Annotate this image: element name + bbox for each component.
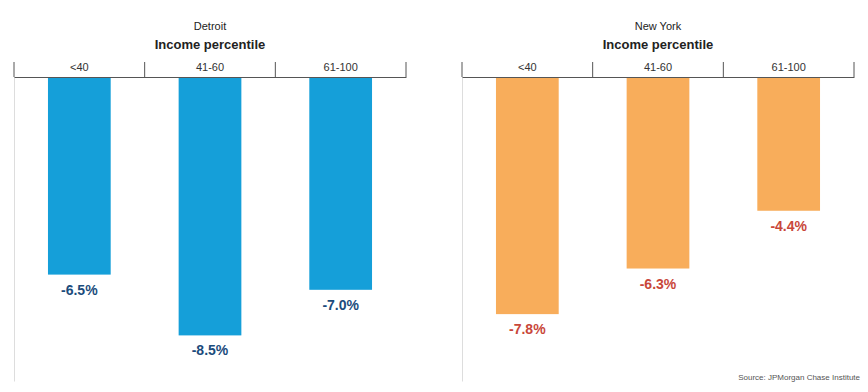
separator [14, 62, 15, 77]
bar [627, 77, 690, 269]
header-separators [14, 62, 406, 77]
x-axis: <40 41-60 61-100 [15, 61, 407, 78]
bars [48, 77, 372, 335]
tick-label: <40 [70, 61, 89, 73]
bar [179, 77, 242, 335]
axis-line [462, 78, 463, 382]
bar [48, 77, 111, 275]
x-tick: 41-60 [196, 61, 224, 77]
header-separators [462, 62, 854, 77]
tick-label: 41-60 [196, 61, 224, 73]
data-label: -4.4% [770, 218, 807, 234]
data-label: -8.5% [192, 342, 229, 358]
tick-label: 61-100 [772, 61, 806, 73]
chart-panel: Detroit Income percentile <40 41-60 61-100 -6… [14, 20, 407, 382]
x-tick: 61-100 [324, 61, 358, 77]
bars [496, 77, 820, 314]
separator [144, 62, 145, 77]
data-labels: -7.8% -6.3% -4.4% [509, 218, 807, 337]
bar [496, 77, 559, 314]
bar [757, 77, 820, 211]
data-labels: -6.5% -8.5% -7.0% [61, 282, 359, 359]
axis-title: Income percentile [603, 37, 714, 52]
separator [592, 62, 593, 77]
tick-label: <40 [518, 61, 537, 73]
x-tick: <40 [70, 61, 89, 77]
source-note: Source: JPMorgan Chase Institute [738, 373, 860, 382]
axis-line [14, 78, 15, 382]
bar [309, 77, 372, 290]
separator [723, 62, 724, 77]
separator [275, 62, 276, 77]
axis-line [463, 77, 855, 78]
data-label: -7.0% [322, 297, 359, 313]
data-label: -7.8% [509, 321, 546, 337]
x-tick: <40 [518, 61, 537, 77]
x-axis: <40 41-60 61-100 [463, 61, 855, 78]
x-tick: 61-100 [772, 61, 806, 77]
y-axis [14, 78, 16, 382]
y-axis [462, 78, 464, 382]
data-label: -6.5% [61, 282, 98, 298]
chart-title: Detroit [194, 20, 226, 32]
chart-canvas: Detroit Income percentile <40 41-60 61-100 -6… [0, 0, 868, 392]
tick-label: 41-60 [644, 61, 672, 73]
axis-line [15, 77, 407, 78]
separator [406, 62, 407, 77]
separator [462, 62, 463, 77]
chart-title: New York [635, 20, 682, 32]
tick-label: 61-100 [324, 61, 358, 73]
x-tick: 41-60 [644, 61, 672, 77]
separator [854, 62, 855, 77]
axis-title: Income percentile [155, 37, 266, 52]
data-label: -6.3% [640, 276, 677, 292]
chart-panel: New York Income percentile <40 41-60 61-100 -… [462, 20, 855, 382]
